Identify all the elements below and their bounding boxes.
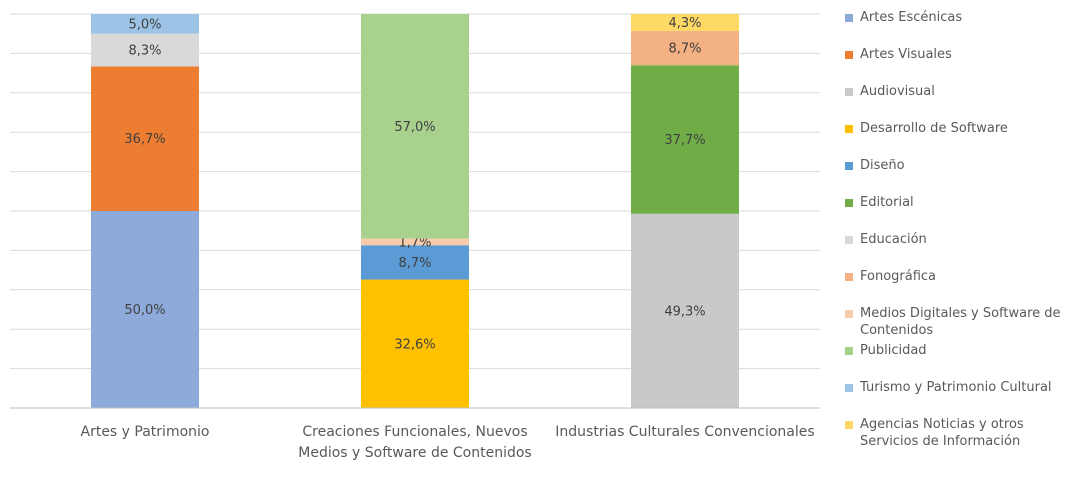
bar-segment — [91, 14, 199, 34]
x-tick-label: Industrias Culturales Convencionales — [555, 424, 815, 440]
bar-segment — [91, 211, 199, 408]
legend-swatch — [845, 51, 853, 59]
legend-item: Educación — [845, 231, 1085, 248]
legend-item: Publicidad — [845, 342, 1085, 359]
legend-label: Publicidad — [860, 343, 927, 358]
value-label: 5,0% — [128, 17, 161, 32]
bar-segment — [91, 66, 199, 211]
legend-item: Artes Visuales — [845, 46, 1085, 63]
legend-swatch — [845, 421, 853, 429]
legend-label: Audiovisual — [860, 84, 935, 99]
legend-label: Fonográfica — [860, 269, 937, 284]
legend-swatch — [845, 310, 853, 318]
legend-item: Agencias Noticias y otros Servicios de I… — [845, 416, 1085, 450]
value-label: 1,7% — [398, 235, 431, 250]
bar-segment — [91, 33, 199, 67]
legend-item: Medios Digitales y Software de Contenido… — [845, 305, 1085, 339]
value-label: 57,0% — [394, 120, 435, 135]
value-label: 8,3% — [128, 44, 161, 59]
legend-swatch — [845, 384, 853, 392]
plot: 50,0% 36,7% 8,3% 5,0% 32,6% 8,7% 1,7% 57,0% 49,3… — [10, 13, 820, 409]
value-label: 37,7% — [664, 133, 705, 148]
legend-item: Turismo y Patrimonio Cultural — [845, 379, 1085, 396]
bar-segment — [631, 65, 739, 214]
bar-segment — [361, 279, 469, 408]
legend-label: Artes Visuales — [860, 47, 952, 62]
legend-label: Medios Digitales y Software de Contenido… — [860, 306, 1061, 338]
value-label: 4,3% — [668, 16, 701, 31]
legend-label: Diseño — [860, 158, 905, 173]
value-label: 36,7% — [124, 132, 165, 147]
legend-swatch — [845, 347, 853, 355]
legend-item: Editorial — [845, 194, 1085, 211]
legend-item: Diseño — [845, 157, 1085, 174]
x-tick-label: Creaciones Funcionales, Nuevos Medios y … — [298, 424, 532, 461]
legend-item: Audiovisual — [845, 83, 1085, 100]
legend-label: Agencias Noticias y otros Servicios de I… — [860, 417, 1024, 449]
bar-segment — [631, 213, 739, 408]
legend-swatch — [845, 199, 853, 207]
legend-label: Editorial — [860, 195, 914, 210]
legend-item: Artes Escénicas — [845, 9, 1085, 26]
bar-segment — [361, 245, 469, 280]
value-label: 8,7% — [668, 42, 701, 57]
legend-label: Desarrollo de Software — [860, 121, 1008, 136]
bar-segment — [631, 30, 739, 66]
legend-swatch — [845, 14, 853, 22]
legend-swatch — [845, 88, 853, 96]
legend-swatch — [845, 125, 853, 133]
bar-segment — [361, 14, 469, 239]
x-tick-label: Artes y Patrimonio — [80, 424, 210, 440]
value-label: 50,0% — [124, 303, 165, 318]
bar-segment — [631, 14, 739, 31]
legend-swatch — [845, 273, 853, 281]
legend-label: Educación — [860, 232, 927, 247]
legend-swatch — [845, 236, 853, 244]
value-label: 49,3% — [664, 304, 705, 319]
value-label: 8,7% — [398, 256, 431, 271]
legend-label: Turismo y Patrimonio Cultural — [860, 380, 1052, 395]
bar-segment — [361, 238, 469, 246]
legend-item: Fonográfica — [845, 268, 1085, 285]
legend-label: Artes Escénicas — [860, 10, 963, 25]
legend-swatch — [845, 162, 853, 170]
legend-item: Desarrollo de Software — [845, 120, 1085, 137]
value-label: 32,6% — [394, 337, 435, 352]
